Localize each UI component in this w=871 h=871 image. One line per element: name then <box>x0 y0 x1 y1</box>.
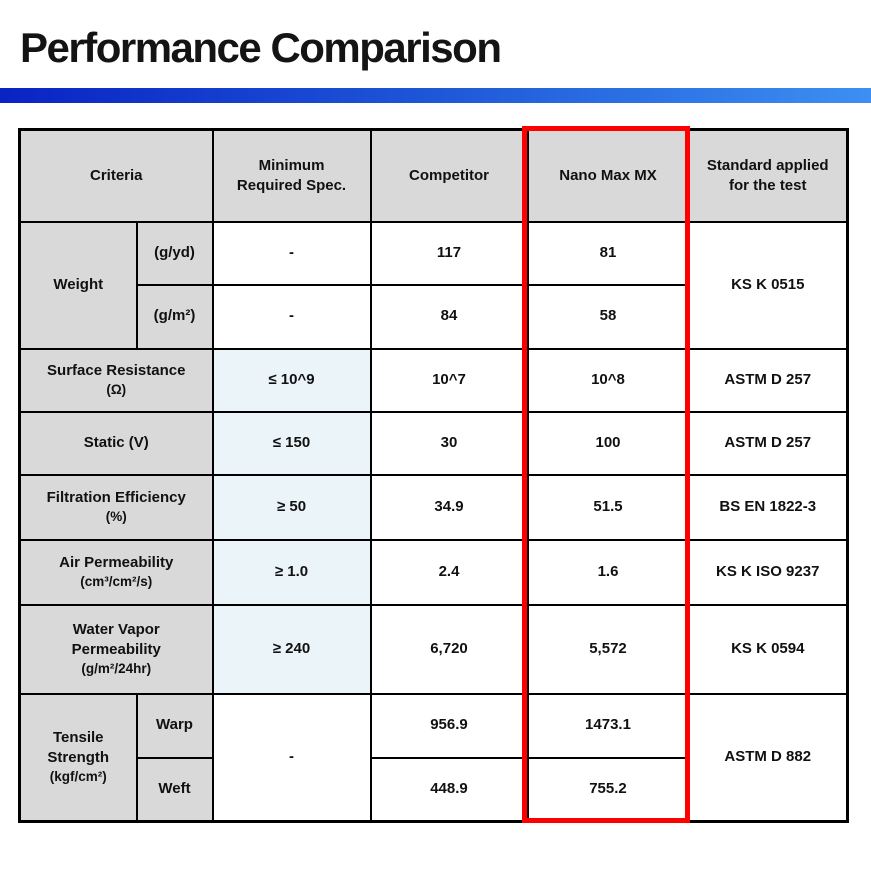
criteria-tensile-unit: (kgf/cm²) <box>49 769 107 785</box>
weight-gm2-min-spec: - <box>211 283 372 350</box>
sublabel-warp: Warp <box>135 692 214 759</box>
standard-weight: KS K 0515 <box>687 220 849 350</box>
tensile-min-spec: - <box>211 692 372 823</box>
header-standard-label: Standard applied for the test <box>706 156 829 194</box>
header-criteria-label: Criteria <box>89 166 143 184</box>
weight-gm2-competitor: 84 <box>369 283 529 350</box>
standard-water-vapor: KS K 0594 <box>687 603 849 695</box>
row-surface-resistance: Surface Resistance (Ω) ≤ 10^9 10^7 10^8 … <box>18 347 849 413</box>
sublabel-gm2: (g/m²) <box>135 283 214 350</box>
air-permeability-competitor: 2.4 <box>369 538 529 606</box>
static-competitor: 30 <box>369 410 529 476</box>
criteria-water-vapor-label: Water Vapor Permeability <box>71 620 161 658</box>
row-weight-gyd: Weight (g/yd) - 117 81 KS K 0515 <box>18 220 849 350</box>
water-vapor-competitor: 6,720 <box>369 603 529 695</box>
row-filtration: Filtration Efficiency (%) ≥ 50 34.9 51.5… <box>18 473 849 541</box>
criteria-tensile-label: Tensile Strength <box>47 728 110 767</box>
header-min-spec-label: Minimum Required Spec. <box>236 156 347 194</box>
criteria-air-permeability-unit: (cm³/cm²/s) <box>80 574 153 590</box>
comparison-table: Criteria Minimum Required Spec. Competit… <box>18 128 849 823</box>
weight-gm2-nano: 58 <box>526 283 690 350</box>
static-nano: 100 <box>526 410 690 476</box>
water-vapor-nano: 5,572 <box>526 603 690 695</box>
header-competitor: Competitor <box>369 128 529 223</box>
row-air-permeability: Air Permeability (cm³/cm²/s) ≥ 1.0 2.4 1… <box>18 538 849 606</box>
sublabel-gyd: (g/yd) <box>135 220 214 286</box>
criteria-air-permeability-label: Air Permeability <box>59 553 174 571</box>
standard-surface-resistance: ASTM D 257 <box>687 347 849 413</box>
standard-filtration: BS EN 1822-3 <box>687 473 849 541</box>
weight-gyd-nano: 81 <box>526 220 690 286</box>
filtration-nano: 51.5 <box>526 473 690 541</box>
water-vapor-min-spec: ≥ 240 <box>211 603 372 695</box>
air-permeability-min-spec: ≥ 1.0 <box>211 538 372 606</box>
weight-gyd-min-spec: - <box>211 220 372 286</box>
row-water-vapor: Water Vapor Permeability (g/m²/24hr) ≥ 2… <box>18 603 849 695</box>
criteria-filtration-unit: (%) <box>105 509 127 525</box>
surface-resistance-min-spec: ≤ 10^9 <box>211 347 372 413</box>
header-criteria: Criteria <box>18 128 214 223</box>
surface-resistance-nano: 10^8 <box>526 347 690 413</box>
header-nano-label: Nano Max MX <box>559 166 657 184</box>
header-row: Criteria Minimum Required Spec. Competit… <box>18 128 849 223</box>
criteria-air-permeability: Air Permeability (cm³/cm²/s) <box>18 538 214 606</box>
standard-tensile: ASTM D 882 <box>687 692 849 823</box>
row-tensile-weft: Weft 448.9 755.2 <box>20 756 848 823</box>
standard-air-permeability: KS K ISO 9237 <box>687 538 849 606</box>
table-wrap: Criteria Minimum Required Spec. Competit… <box>18 126 849 823</box>
filtration-min-spec: ≥ 50 <box>211 473 372 541</box>
page-title: Performance Comparison <box>20 24 502 71</box>
tensile-weft-nano: 755.2 <box>526 756 690 823</box>
weight-gyd-competitor: 117 <box>369 220 529 286</box>
row-tensile-warp: Tensile Strength (kgf/cm²) Warp - 956.9 … <box>18 692 849 823</box>
tensile-weft-competitor: 448.9 <box>369 756 529 823</box>
sublabel-weft: Weft <box>135 756 214 823</box>
standard-static: ASTM D 257 <box>687 410 849 476</box>
tensile-warp-competitor: 956.9 <box>369 692 529 759</box>
accent-bar <box>0 88 871 103</box>
header-competitor-label: Competitor <box>409 166 489 184</box>
header-nano-max-mx: Nano Max MX <box>526 128 690 223</box>
surface-resistance-competitor: 10^7 <box>369 347 529 413</box>
criteria-filtration-label: Filtration Efficiency <box>46 488 186 506</box>
criteria-static: Static (V) <box>18 410 214 476</box>
air-permeability-nano: 1.6 <box>526 538 690 606</box>
header-standard: Standard applied for the test <box>687 128 849 223</box>
criteria-weight: Weight <box>18 220 138 350</box>
filtration-competitor: 34.9 <box>369 473 529 541</box>
row-static: Static (V) ≤ 150 30 100 ASTM D 257 <box>18 410 849 476</box>
row-weight-gm2: (g/m²) - 84 58 <box>20 283 848 350</box>
criteria-surface-resistance-label: Surface Resistance <box>47 361 186 379</box>
criteria-filtration: Filtration Efficiency (%) <box>18 473 214 541</box>
static-min-spec: ≤ 150 <box>211 410 372 476</box>
criteria-water-vapor: Water Vapor Permeability (g/m²/24hr) <box>18 603 214 695</box>
criteria-water-vapor-unit: (g/m²/24hr) <box>81 661 152 677</box>
criteria-tensile: Tensile Strength (kgf/cm²) <box>18 692 138 823</box>
tensile-warp-nano: 1473.1 <box>526 692 690 759</box>
criteria-surface-resistance: Surface Resistance (Ω) <box>18 347 214 413</box>
criteria-surface-resistance-unit: (Ω) <box>106 382 127 398</box>
header-min-spec: Minimum Required Spec. <box>211 128 372 223</box>
